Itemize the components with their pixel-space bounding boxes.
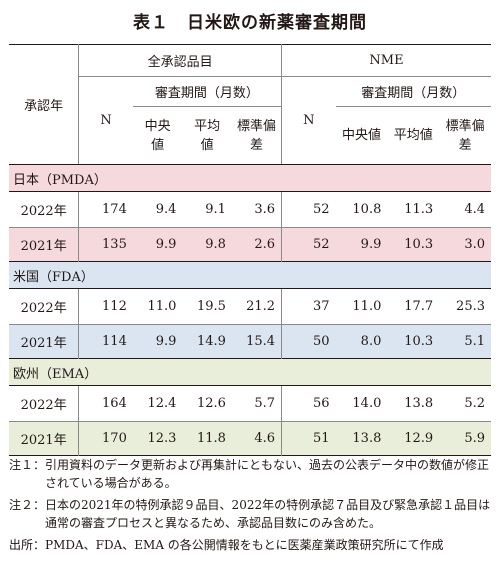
cell-nme-median: 14.0 [335,385,388,422]
cell-nme-median: 8.0 [360,334,382,349]
cell-nme-n: 52 [281,191,336,228]
cell-all-n: 164 [78,385,133,422]
cell-nme-median: 11.0 [335,288,388,325]
header-nme: NME [281,44,491,77]
cell-nme-mean: 10.3 [404,334,434,349]
cell-nme-n: 56 [281,385,336,422]
cell-year: 2021年 [20,336,67,351]
source-note: 出所： PMDA、FDA、EMA の各公開情報をもとに医薬産業政策研究所にて作成 [9,536,495,554]
cell-nme-sd: 5.9 [464,431,485,446]
header-approval-year: 承認年 [9,44,79,165]
cell-year: 2021年 [20,239,67,254]
cell-year: 2022年 [9,288,79,325]
table-row: 2021年 114 9.9 14.9 15.4 50 8.0 10.3 5.1 [9,324,491,359]
cell-nme-median: 9.9 [360,237,382,252]
cell-nme-median: 13.8 [352,431,382,446]
cell-nme-n: 52 [281,227,336,262]
header-nme-mean: 平均値 [387,106,440,165]
review-period-table: 承認年 全承認品目 NME N 審査期間（月数） N 審査期間（月数） 中央値 … [9,44,491,456]
cell-all-mean: 14.9 [197,334,226,349]
cell-all-median: 12.4 [132,385,183,422]
group-label-usa: 米国（FDA） [9,261,491,289]
footnote-1: 注１： 引用資料のデータ更新および再集計にともない、過去の公表データ中の数値が修… [9,456,495,492]
group-row-europe: 欧州（EMA） [9,358,491,386]
header-all-median: 中央値 [132,106,183,165]
table-row: 2022年 174 9.4 9.1 3.6 52 10.8 11.3 4.4 [9,191,491,228]
header-nme-sd: 標準偏差 [439,106,491,165]
cell-all-mean: 9.1 [182,191,232,228]
table-row: 2022年 112 11.0 19.5 21.2 37 11.0 17.7 25… [9,288,491,325]
group-label-japan: 日本（PMDA） [9,164,491,192]
group-row-japan: 日本（PMDA） [9,164,491,192]
cell-all-mean: 19.5 [182,288,232,325]
header-nme-period: 審査期間（月数） [335,76,491,107]
header-all-sd: 標準偏差 [231,106,282,165]
footnote-text: 日本の2021年の特例承認９品目、2022年の特例承認７品目及び緊急承認１品目は… [45,498,491,530]
group-label-europe: 欧州（EMA） [9,358,491,386]
table-row: 2022年 164 12.4 12.6 5.7 56 14.0 13.8 5.2 [9,385,491,422]
footnote-2: 注２： 日本の2021年の特例承認９品目、2022年の特例承認７品目及び緊急承認… [9,496,495,532]
cell-all-median: 9.4 [132,191,183,228]
cell-year: 2021年 [20,433,67,448]
source-label: 出所： [9,538,46,552]
cell-nme-mean: 17.7 [387,288,440,325]
cell-all-median: 9.9 [155,334,177,349]
table-row: 2021年 170 12.3 11.8 4.6 51 13.8 12.9 5.9 [9,421,491,456]
cell-all-sd: 3.6 [231,191,282,228]
cell-nme-n: 50 [281,324,336,359]
header-all-mean: 平均値 [182,106,232,165]
group-row-usa: 米国（FDA） [9,261,491,289]
cell-all-sd: 21.2 [231,288,282,325]
cell-nme-n: 37 [281,288,336,325]
cell-all-sd: 2.6 [254,237,276,252]
cell-nme-mean: 10.3 [404,237,434,252]
cell-all-sd: 4.6 [254,431,276,446]
cell-all-n: 112 [78,288,133,325]
footnote-label: 注１： [9,458,46,472]
cell-nme-sd: 4.4 [439,191,491,228]
cell-all-mean: 11.8 [197,431,226,446]
cell-all-sd: 5.7 [231,385,282,422]
cell-year: 2022年 [9,191,79,228]
cell-all-median: 12.3 [147,431,177,446]
footnote-text: 引用資料のデータ更新および再集計にともない、過去の公表データ中の数値が修正されて… [45,458,490,490]
table-row: 2021年 135 9.9 9.8 2.6 52 9.9 10.3 3.0 [9,227,491,262]
header-nme-median: 中央値 [335,106,388,165]
cell-year: 2022年 [9,385,79,422]
header-nme-n: N [281,76,336,165]
cell-all-median: 11.0 [132,288,183,325]
cell-nme-mean: 11.3 [387,191,440,228]
header-all-n: N [78,76,133,165]
cell-nme-sd: 3.0 [464,237,485,252]
cell-nme-median: 10.8 [335,191,388,228]
cell-nme-mean: 13.8 [387,385,440,422]
cell-all-mean: 9.8 [205,237,226,252]
header-all-period: 審査期間（月数） [132,76,282,107]
cell-all-median: 9.9 [155,237,177,252]
header-all-approved: 全承認品目 [78,44,282,77]
footnotes: 注１： 引用資料のデータ更新および再集計にともない、過去の公表データ中の数値が修… [9,456,495,554]
cell-all-mean: 12.6 [182,385,232,422]
cell-all-n: 170 [78,421,133,456]
source-text: PMDA、FDA、EMA の各公開情報をもとに医薬産業政策研究所にて作成 [45,538,444,552]
cell-all-n: 135 [78,227,133,262]
cell-nme-sd: 25.3 [439,288,491,325]
cell-nme-sd: 5.1 [464,334,485,349]
cell-nme-mean: 12.9 [404,431,434,446]
table-title: 表１ 日米欧の新薬審査期間 [133,13,367,33]
cell-nme-sd: 5.2 [439,385,491,422]
cell-all-n: 114 [78,324,133,359]
cell-nme-n: 51 [281,421,336,456]
footnote-label: 注２： [9,498,46,512]
cell-all-n: 174 [78,191,133,228]
cell-all-sd: 15.4 [246,334,276,349]
